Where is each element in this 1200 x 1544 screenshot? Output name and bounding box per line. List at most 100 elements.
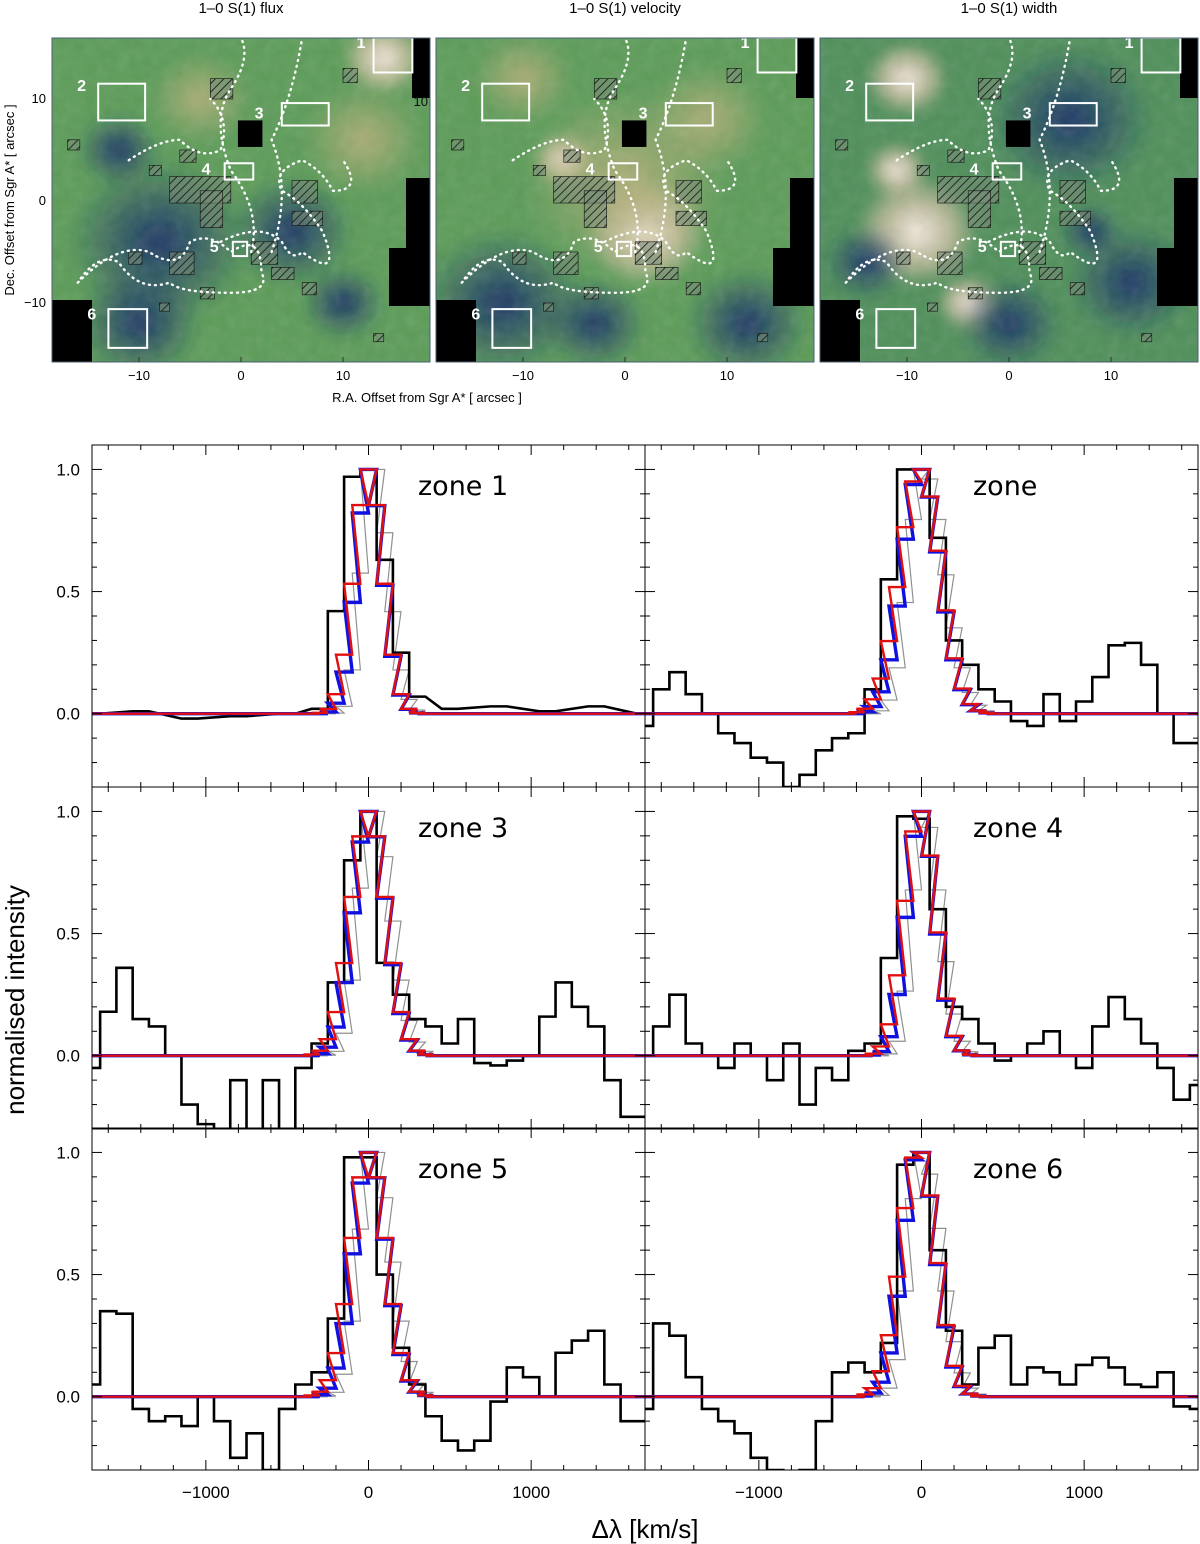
map-zone-box-5 — [231, 240, 249, 258]
map-contour — [460, 237, 649, 295]
map-zone-box-5 — [615, 240, 633, 258]
map-x-tick-label: 10 — [720, 368, 734, 383]
map-masked-region — [1157, 248, 1198, 306]
map-masked-region — [52, 338, 72, 362]
spectra-ylabel: normalised intensity — [0, 885, 30, 1115]
map-star-mask — [271, 267, 295, 280]
map-zone-label-2: 2 — [461, 78, 470, 95]
map-contour — [603, 158, 737, 265]
series-model-red — [645, 468, 1198, 715]
map-xlabel: R.A. Offset from Sgr A* [ arcsec ] — [332, 390, 522, 405]
zone-label-4: zone 4 — [973, 813, 1063, 844]
map-contour — [219, 38, 255, 254]
map-contour — [219, 158, 353, 265]
map-masked-region — [1005, 120, 1031, 147]
y-tick-label: 0.0 — [56, 1388, 80, 1407]
map-contour — [654, 38, 688, 254]
map-star-mask — [563, 149, 581, 163]
map-zone-label-4: 4 — [202, 161, 211, 178]
map-star-mask — [1039, 267, 1063, 280]
map-star-mask — [301, 282, 317, 296]
map-contour — [844, 237, 1033, 295]
map-zone-box-6 — [491, 308, 533, 349]
x-tick-label: 0 — [364, 1483, 373, 1502]
series-model-blue — [645, 1150, 1198, 1399]
map-zone-label-4: 4 — [970, 161, 979, 178]
series-instrument — [92, 810, 645, 1057]
map-star-mask — [159, 302, 170, 312]
map-star-mask — [685, 282, 701, 296]
series-observed — [92, 810, 645, 1129]
y-tick-label: 0.0 — [56, 1047, 80, 1066]
spectra-xlabel: Δλ [km/s] — [592, 1514, 699, 1544]
map-star-mask — [937, 251, 963, 275]
map-masked-region — [796, 38, 814, 98]
series-model-blue — [92, 1150, 645, 1399]
map-zone-label-1: 1 — [357, 35, 366, 52]
map-masked-region — [621, 120, 647, 147]
map-star-mask — [67, 139, 81, 151]
map-x-tick-label: 0 — [1005, 368, 1012, 383]
map-zone-label-5: 5 — [594, 239, 603, 256]
map-zone-box-5 — [999, 240, 1017, 258]
map-zone-box-2 — [97, 82, 147, 122]
series-model-red — [645, 1151, 1198, 1398]
map-masked-region — [790, 178, 814, 248]
series-instrument — [645, 468, 1198, 715]
map-star-mask — [1141, 333, 1153, 343]
x-tick-label: 0 — [917, 1483, 926, 1502]
map-ylabel: Dec. Offset from Sgr A* [ arcsec ] — [2, 104, 17, 295]
series-model-red — [645, 810, 1198, 1057]
map-x-tick-label: −10 — [512, 368, 534, 383]
y-tick-label: 1.0 — [56, 460, 80, 479]
map-title-width: 1–0 S(1) width — [961, 0, 1058, 17]
map-contour — [895, 97, 994, 162]
map-star-mask — [583, 190, 607, 228]
x-tick-label: −1000 — [735, 1483, 783, 1502]
map-title-flux: 1–0 S(1) flux — [198, 0, 284, 17]
map-zone-box-3 — [1048, 102, 1098, 127]
map-star-mask — [967, 190, 991, 228]
map-star-mask — [543, 302, 554, 312]
map-star-mask — [757, 333, 769, 343]
map-zone-label-4: 4 — [586, 161, 595, 178]
zone-label-3: zone 3 — [418, 813, 508, 844]
series-instrument — [645, 810, 1198, 1057]
map-panel-width: 1 2 3 4 5 6 1–0 S(1) width −10 0 10 — [819, 0, 1199, 383]
map-contour — [270, 38, 304, 254]
spectrum-panel-1: 1.0 0.5 0.0 zone 1 — [56, 444, 646, 788]
map-masked-region — [820, 338, 840, 362]
map-zone-label-6: 6 — [87, 306, 96, 323]
map-star-mask — [896, 251, 911, 265]
map-masked-region — [436, 338, 456, 362]
map-x-tick-label: 0 — [237, 368, 244, 383]
map-star-mask — [291, 180, 318, 204]
map-x-tick-label: 10 — [336, 368, 350, 383]
map-zone-box-1 — [1140, 38, 1182, 74]
map-star-mask — [835, 139, 849, 151]
map-x-tick-label: −10 — [896, 368, 918, 383]
map-star-mask — [451, 139, 465, 151]
map-star-mask — [169, 251, 195, 275]
spectrum-frame — [91, 444, 646, 788]
spectrum-frame — [644, 1127, 1199, 1471]
map-star-mask — [179, 149, 197, 163]
map-star-mask — [553, 251, 579, 275]
spectrum-frame — [644, 786, 1199, 1130]
map-zone-box-6 — [107, 308, 149, 349]
map-masked-region — [389, 248, 430, 306]
map-contour — [76, 237, 265, 295]
map-star-mask — [210, 78, 234, 100]
map-zone-box-6 — [875, 308, 917, 349]
map-star-mask — [947, 149, 965, 163]
map-zone-box-3 — [280, 102, 330, 127]
x-tick-label: 1000 — [512, 1483, 550, 1502]
series-observed — [645, 468, 1198, 787]
map-title-velocity: 1–0 S(1) velocity — [569, 0, 681, 17]
map-zone-label-6: 6 — [855, 306, 864, 323]
y-tick-label: 0.5 — [56, 583, 80, 602]
y-tick-label: 1.0 — [56, 802, 80, 821]
map-star-mask — [655, 267, 679, 280]
map-star-mask — [512, 251, 527, 265]
